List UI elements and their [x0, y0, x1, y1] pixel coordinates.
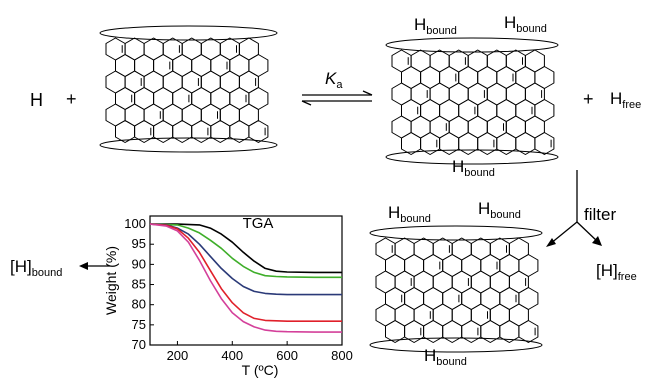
x-tick-label: 800 [331, 348, 353, 363]
nanotube-drawing [385, 37, 559, 165]
bracket-bound-label: [H]bound [10, 257, 63, 279]
x-tick-label: 200 [167, 348, 189, 363]
series-line-4 [149, 223, 342, 322]
plus-left: + [66, 89, 77, 109]
h-free-label: Hfree [610, 89, 642, 111]
y-tick-label: 95 [132, 236, 146, 251]
x-tick-label: 400 [221, 348, 243, 363]
arrowhead-right-down [592, 236, 602, 246]
x-axis-label: T (ºC) [242, 362, 279, 378]
bracket-free-label: [H]free [596, 261, 637, 283]
filter-label: filter [584, 205, 617, 224]
h-bound-bottom: Hbound [424, 346, 467, 368]
bound-arrow [79, 262, 110, 270]
arrowhead-left-down [546, 238, 556, 247]
filter-arrows [549, 170, 599, 245]
h-bound-lower-1: Hbound [388, 203, 431, 225]
plus-right: + [583, 89, 594, 109]
y-tick-label: 70 [132, 337, 146, 352]
y-tick-label: 75 [132, 317, 146, 332]
h-bound-top-1: Hbound [414, 15, 457, 37]
plot-frame [149, 215, 343, 346]
nanotube-3 [366, 224, 546, 354]
equilibrium-arrows [301, 90, 373, 106]
h-bound-lower-2: Hbound [478, 199, 521, 221]
nanotube-1 [96, 24, 281, 154]
chart-title: TGA [243, 215, 274, 232]
host-free-label: H [30, 90, 43, 110]
series-line-5 [149, 223, 342, 333]
equilibrium-constant-label: Ka [325, 69, 343, 91]
series-line-2 [149, 223, 342, 279]
y-axis-label: Weight (%) [103, 246, 119, 315]
nanotube-drawing [99, 25, 278, 153]
nanotube-drawing [369, 225, 543, 353]
y-tick-label: 80 [132, 297, 146, 312]
y-tick-label: 85 [132, 277, 146, 292]
h-bound-top-2: Hbound [504, 13, 547, 35]
x-tick-label: 600 [276, 348, 298, 363]
h-bound-middle: Hbound [452, 157, 495, 179]
y-tick-label: 100 [124, 216, 146, 231]
y-tick-label: 90 [132, 256, 146, 271]
series-line-3 [149, 223, 342, 296]
series-line-1 [150, 223, 342, 274]
nanotube-2 [382, 36, 562, 166]
